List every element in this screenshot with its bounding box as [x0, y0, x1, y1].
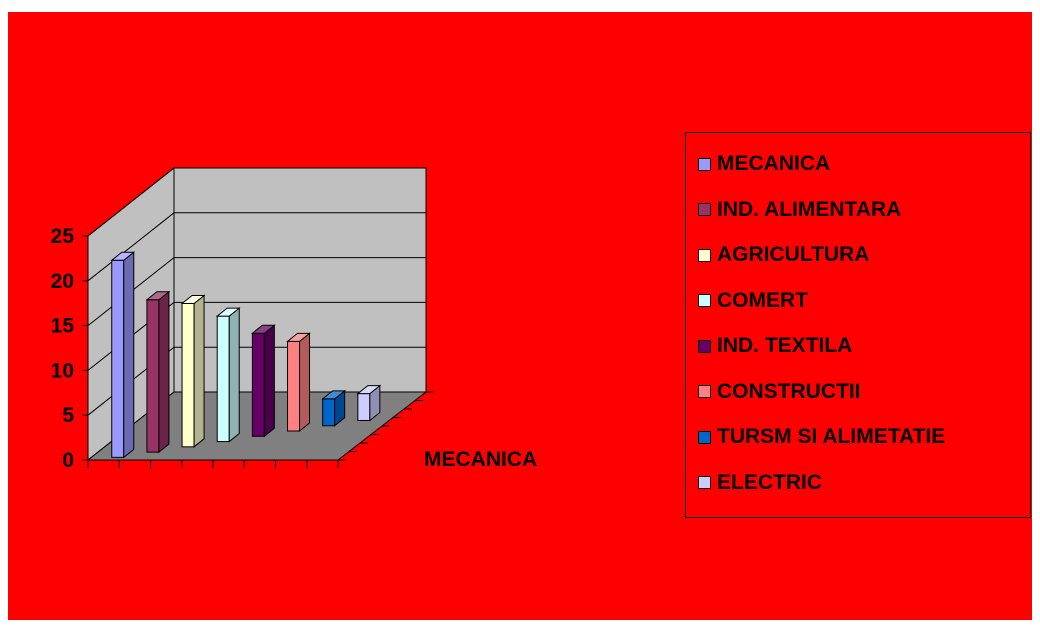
y-tick-label: 10: [51, 359, 74, 382]
legend-label: COMERT: [717, 288, 808, 312]
legend-item: TURSM SI ALIMETATIE: [698, 422, 945, 452]
bar-tursm-si-alimetatie: [322, 398, 336, 427]
legend-label: AGRICULTURA: [717, 243, 870, 266]
legend: MECANICA IND. ALIMENTARA AGRICULTURA COMERT…: [685, 132, 1031, 518]
y-tick-label: 15: [51, 315, 75, 338]
y-tick-label: 25: [51, 225, 75, 248]
legend-swatch: [698, 385, 711, 398]
legend-swatch: [698, 294, 711, 307]
y-tick-label: 5: [62, 404, 74, 427]
bar-top: [250, 324, 276, 334]
legend-item: IND. ALIMENTARA: [698, 195, 901, 225]
y-tick-label: 0: [62, 449, 74, 472]
legend-swatch: [698, 157, 711, 171]
bar-ind-alimentara: [146, 299, 160, 453]
bar-side: [193, 294, 205, 448]
gridline: [87, 167, 426, 237]
legend-swatch: [698, 430, 711, 444]
legend-item: AGRICULTURA: [698, 240, 869, 270]
bar-top: [321, 390, 347, 400]
legend-item: IND. TEXTILA: [698, 331, 852, 361]
bar-side: [158, 290, 170, 454]
bar-mecanica: [111, 259, 125, 458]
bar-electric: [357, 393, 371, 421]
legend-label: TURSM SI ALIMETATIE: [717, 425, 946, 448]
bar-agricultura: [181, 302, 195, 448]
bar-top: [356, 385, 382, 395]
bar-top: [215, 307, 241, 317]
legend-label: IND. ALIMENTARA: [717, 197, 902, 221]
legend-label: ELECTRIC: [717, 470, 822, 494]
legend-item: ELECTRIC: [698, 468, 822, 498]
chart-area: 0 5 10 15 20 25 MECANICA MECANICA IND. ALIMENTA…: [8, 12, 1032, 620]
y-tick-label: 20: [51, 270, 74, 293]
bar-comert: [216, 315, 230, 443]
legend-swatch: [698, 339, 711, 353]
legend-swatch: [698, 203, 711, 216]
bar-side: [228, 307, 240, 443]
bar-top: [145, 291, 171, 301]
legend-label: CONSTRUCTII: [717, 379, 861, 403]
legend-item: CONSTRUCTII: [698, 377, 861, 407]
bar-side: [263, 324, 275, 438]
category-label: MECANICA: [424, 448, 537, 471]
legend-swatch: [698, 476, 711, 489]
bar-constructii: [287, 340, 301, 432]
bar-top: [286, 332, 311, 342]
bar-side: [123, 251, 135, 459]
legend-label: IND. TEXTILA: [717, 334, 853, 357]
legend-item: COMERT: [698, 286, 808, 316]
bar-top: [110, 251, 136, 261]
legend-swatch: [698, 248, 711, 262]
bar-top: [180, 294, 206, 304]
legend-item: MECANICA: [698, 149, 830, 179]
plot-area: 0 5 10 15 20 25 MECANICA: [51, 166, 537, 472]
legend-label: MECANICA: [717, 152, 831, 175]
bar-ind-textila: [251, 332, 265, 437]
bar-side: [299, 332, 311, 433]
